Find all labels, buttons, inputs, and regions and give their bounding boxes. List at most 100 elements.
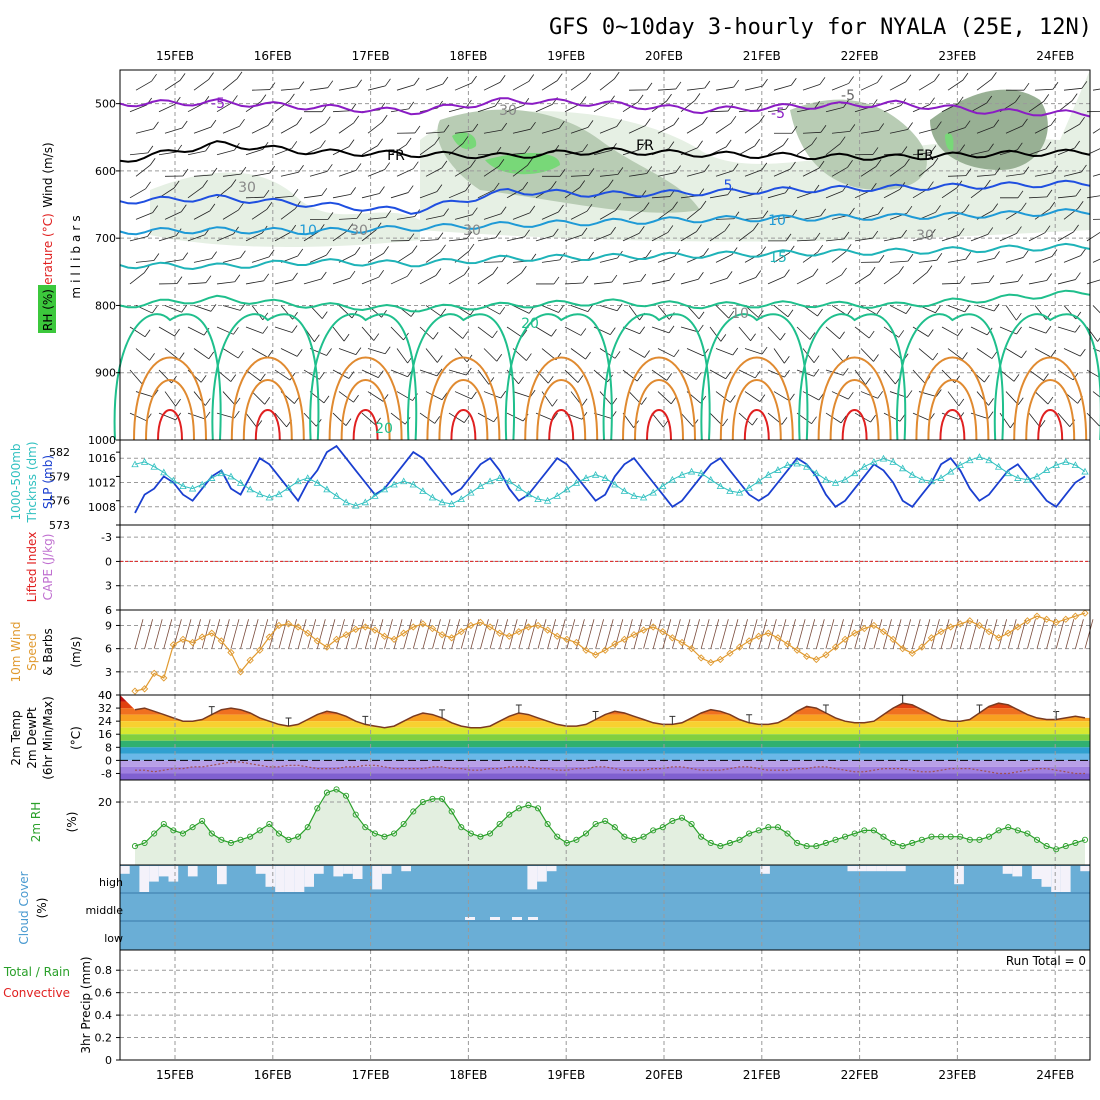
contour-labels: -5 -5 FR FR FR -5 5 10 10 15 20 20 30 30 30 30 30 10	[211, 88, 934, 437]
rh-point	[391, 830, 398, 837]
wind-barb-flag	[588, 168, 595, 176]
wind-barb-flag	[465, 367, 472, 376]
wind-barb-flag	[934, 73, 940, 82]
wind-barb-shaft	[390, 412, 406, 425]
wind-speed-point	[908, 649, 916, 657]
rh-point	[179, 830, 187, 837]
thickness-point	[899, 464, 907, 472]
y-tick-label: 0	[105, 689, 112, 702]
rh-point	[746, 830, 753, 837]
wind-barb-flag	[356, 79, 362, 87]
wind-barb-flag	[964, 120, 971, 128]
wind-barb-shaft	[709, 369, 726, 380]
cloud-high-bar	[1051, 866, 1061, 892]
wind-barb-shaft	[274, 279, 293, 285]
wind-speed-point	[352, 625, 360, 633]
wind-barb	[729, 619, 739, 649]
wind-barb-flag	[171, 375, 177, 384]
precip-panel: 0 0.2 0.4 0.6 0.8 Run Total = 0 Total / Rain…	[3, 949, 1091, 1067]
wind-speed-point	[169, 641, 178, 649]
rh-point	[803, 843, 810, 850]
wind-barb-flag	[1077, 201, 1084, 209]
wind-barb-shaft	[129, 369, 143, 384]
wind-barb-shaft	[651, 279, 670, 285]
wind-barb-shaft	[1005, 173, 1024, 177]
wind-barb-flag	[492, 266, 499, 275]
wind-barb	[748, 619, 758, 649]
cloud-high-bar	[1080, 866, 1090, 872]
wind-barb-flag	[790, 161, 796, 170]
temperature-line	[134, 702, 1086, 729]
wind-barb-shaft	[274, 195, 293, 199]
wind-barb-shaft	[280, 348, 298, 357]
wind-barb-flag	[411, 245, 418, 253]
wind-barb-flag	[377, 370, 384, 378]
wind-barb-flag	[843, 231, 850, 240]
wind-barb-shaft	[477, 326, 493, 339]
wind-barb-flag	[291, 141, 298, 149]
wind-barb-flag	[553, 276, 560, 285]
wind-speed-point	[822, 651, 830, 659]
wind-barb-flag	[728, 310, 735, 319]
wind-barb-shaft	[332, 277, 351, 285]
wind-barb-shaft	[477, 273, 494, 285]
boundary-layer-contour	[743, 409, 770, 441]
wind-barb-shaft	[477, 237, 496, 242]
wind-barb	[835, 619, 844, 649]
rh-point	[1081, 836, 1089, 843]
wind-barb-flag	[781, 417, 788, 425]
wind-barb-shaft	[686, 254, 704, 263]
wind-speed-point	[428, 624, 437, 633]
wind-barb-shaft	[767, 192, 786, 199]
wind-barb-shaft	[889, 81, 907, 91]
cloud-high-bar	[401, 866, 411, 872]
wind-barb-flag	[298, 165, 304, 173]
wind-barb-shaft	[570, 126, 589, 134]
wind-speed-point	[707, 658, 715, 667]
wind-barb	[931, 619, 940, 649]
wind-barb-shaft	[1092, 391, 1100, 398]
temp-max-marker	[439, 709, 446, 718]
slp-thickness-panel: 573 576 579 582 1008 1012 1016 1000-500mb Thck…	[9, 439, 1091, 532]
contour-label: 10	[299, 223, 317, 239]
wind-barb-shaft	[193, 210, 211, 220]
thickness-point	[428, 493, 437, 501]
wind-barb-shaft	[802, 251, 818, 263]
wind-barb-shaft	[831, 130, 850, 134]
wind-barb-shaft	[1086, 412, 1100, 427]
temperature-band	[120, 740, 1090, 748]
boundary-layer-contour	[536, 379, 587, 441]
wind-barb-shaft	[744, 122, 760, 134]
rh-point	[1062, 843, 1069, 850]
boundary-layer-contour	[1025, 379, 1076, 441]
wind-barb-shaft	[361, 193, 380, 199]
wind-barb-shaft	[831, 251, 847, 263]
rh-point	[707, 839, 714, 847]
wind-barb-flag	[616, 303, 623, 311]
wind-barb-flag	[842, 183, 849, 192]
wind-label-2: Speed	[25, 633, 39, 671]
wind-speed-point	[1062, 615, 1070, 623]
wind-speed-point	[150, 669, 158, 678]
wind-barb-shaft	[361, 145, 378, 156]
wind-barb-flag	[986, 95, 993, 104]
wind-barb-shaft	[715, 122, 732, 134]
wind-barb-shaft	[251, 256, 270, 263]
wind-barb-shaft	[947, 305, 965, 313]
wind-barb-flag	[173, 180, 180, 189]
wind-barb-shaft	[976, 305, 995, 312]
wind-barb	[1084, 619, 1094, 649]
wind-barb-flag	[1075, 188, 1082, 197]
wind-barb-shaft	[448, 274, 465, 285]
thickness-point	[803, 462, 811, 470]
wind-barb-flag	[787, 309, 794, 318]
wind-barb-flag	[472, 123, 479, 132]
thickness-label-2: Thcknss (dm)	[25, 441, 39, 523]
wind-barb-flag	[873, 354, 879, 362]
wind-barb-shaft	[912, 369, 926, 384]
wind-barb-shaft	[338, 391, 354, 403]
wind-barb-flag	[813, 368, 820, 377]
wind-barb-flag	[297, 248, 304, 257]
wind-barb-flag	[636, 373, 643, 382]
wind-barb-flag	[876, 75, 883, 83]
